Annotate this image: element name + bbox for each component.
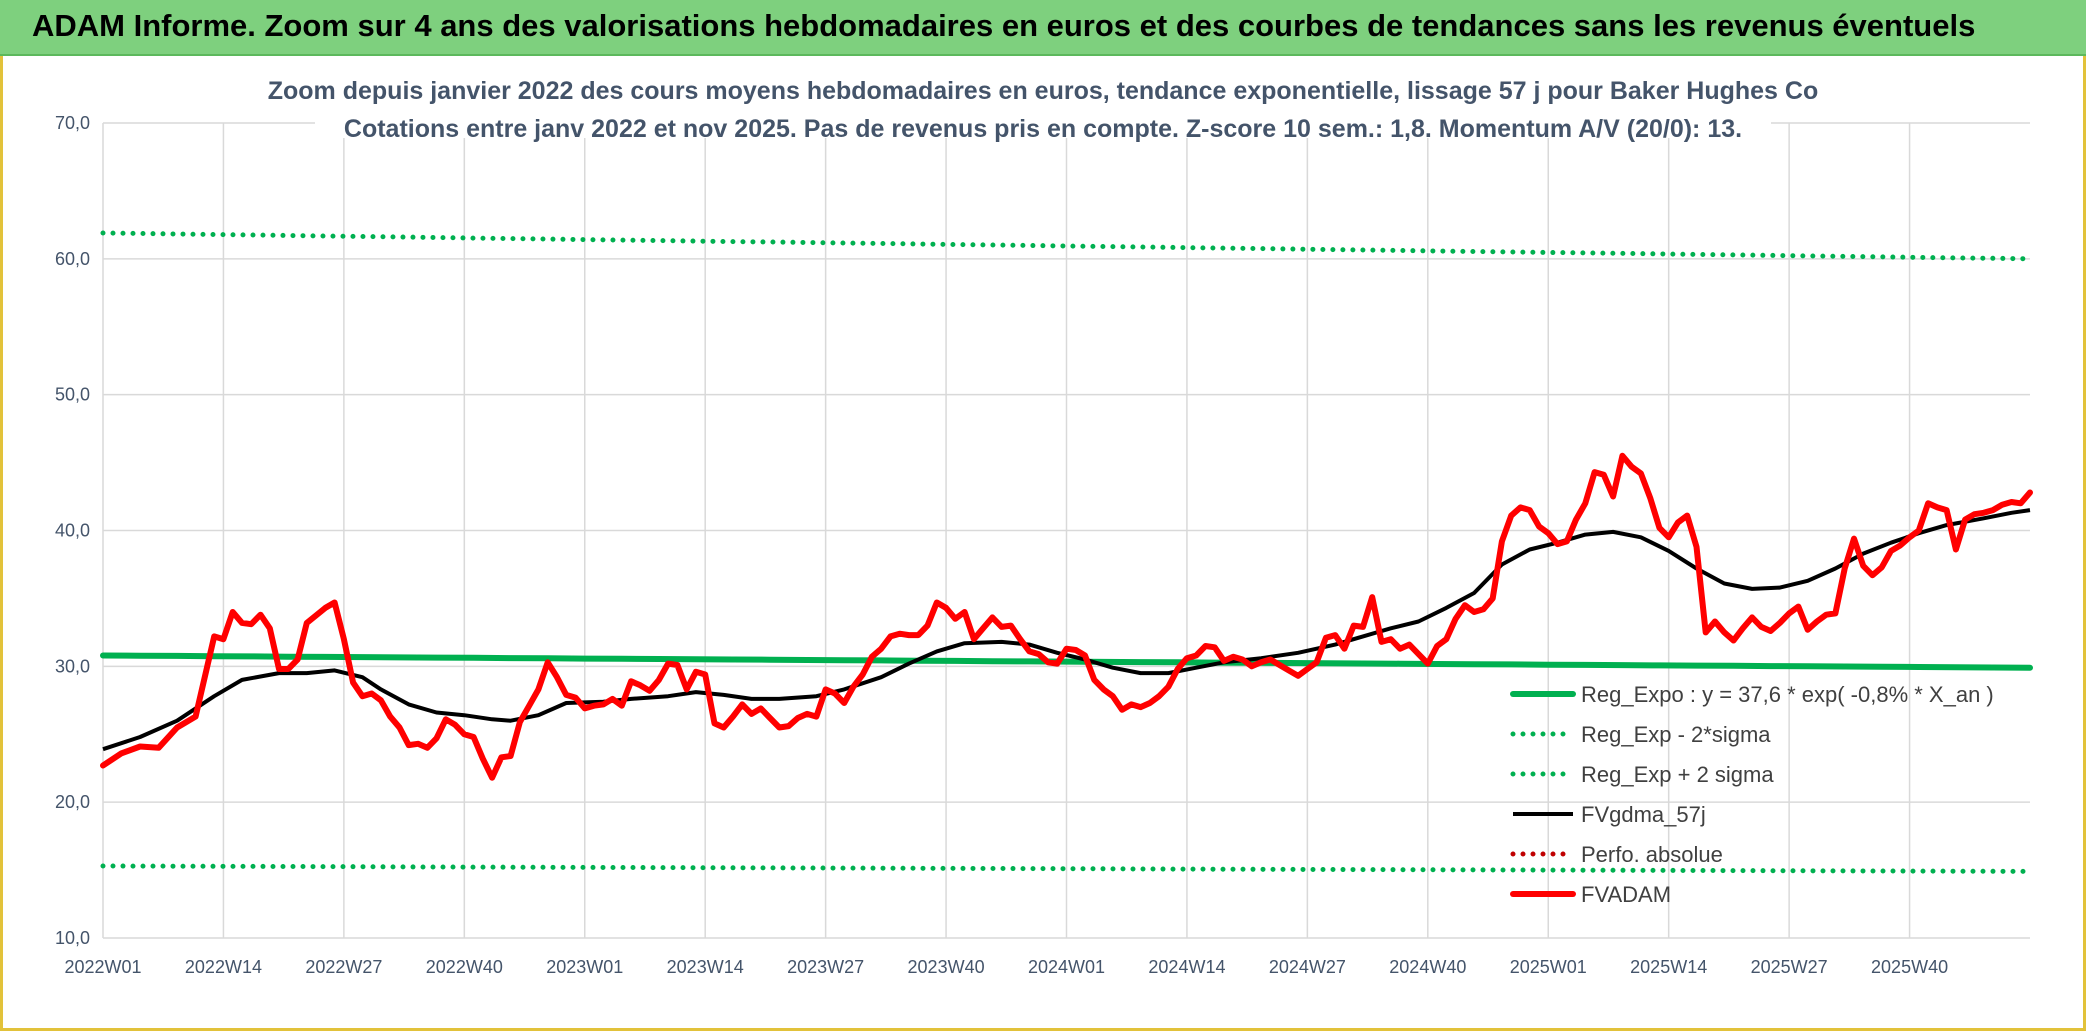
y-tick-label: 10,0 [55,928,90,948]
report-banner: ADAM Informe. Zoom sur 4 ans des valoris… [0,0,2086,56]
line-chart: Zoom depuis janvier 2022 des cours moyen… [55,64,2033,977]
legend-label-5: FVADAM [1581,882,1671,907]
x-tick-label: 2025W01 [1510,957,1587,977]
legend-label-4: Perfo. absolue [1581,842,1723,867]
y-tick-label: 40,0 [55,521,90,541]
series-line-5 [100,452,2033,781]
chart-legend: Reg_Expo : y = 37,6 * exp( -0,8% * X_an … [1510,682,1994,907]
axes: 10,0 20,0 30,0 40,0 50,0 60,0 70,0 2022W01 2022W… [55,113,1948,977]
report-title: ADAM Informe. Zoom sur 4 ans des valoris… [32,8,1976,43]
chart-title: Zoom depuis janvier 2022 des cours moyen… [268,77,1819,105]
x-tick-label: 2023W40 [908,957,985,977]
grid-lines [102,122,2030,939]
series-line-2 [100,230,2033,262]
x-tick-label: 2024W27 [1269,957,1346,977]
x-tick-label: 2024W14 [1148,957,1225,977]
x-tick-label: 2025W14 [1630,957,1707,977]
x-tick-label: 2023W14 [667,957,744,977]
series-line-1 [100,863,2033,874]
legend-label-3: FVgdma_57j [1581,802,1706,827]
x-tick-label: 2025W27 [1751,957,1828,977]
y-tick-label: 20,0 [55,792,90,812]
x-tick-label: 2022W27 [305,957,382,977]
x-tick-label: 2022W40 [426,957,503,977]
legend-label-2: Reg_Exp + 2 sigma [1581,762,1774,787]
x-tick-label: 2023W27 [787,957,864,977]
x-tick-label: 2022W14 [185,957,262,977]
y-tick-label: 70,0 [55,113,90,133]
y-tick-label: 60,0 [55,249,90,269]
title-background [315,64,1771,138]
series-lines [100,230,2033,874]
x-tick-label: 2024W40 [1389,957,1466,977]
x-tick-label: 2024W01 [1028,957,1105,977]
x-tick-label: 2022W01 [64,957,141,977]
series-line-0 [100,652,2033,671]
chart-frame: Zoom depuis janvier 2022 des cours moyen… [0,56,2086,1031]
legend-label-1: Reg_Exp - 2*sigma [1581,722,1771,747]
chart-titles: Zoom depuis janvier 2022 des cours moyen… [268,64,1819,143]
x-tick-label: 2023W01 [546,957,623,977]
chart-subtitle: Cotations entre janv 2022 et nov 2025. P… [344,115,1742,143]
y-tick-label: 30,0 [55,656,90,676]
legend-label-0: Reg_Expo : y = 37,6 * exp( -0,8% * X_an … [1581,682,1994,707]
x-tick-label: 2025W40 [1871,957,1948,977]
y-tick-label: 50,0 [55,385,90,405]
